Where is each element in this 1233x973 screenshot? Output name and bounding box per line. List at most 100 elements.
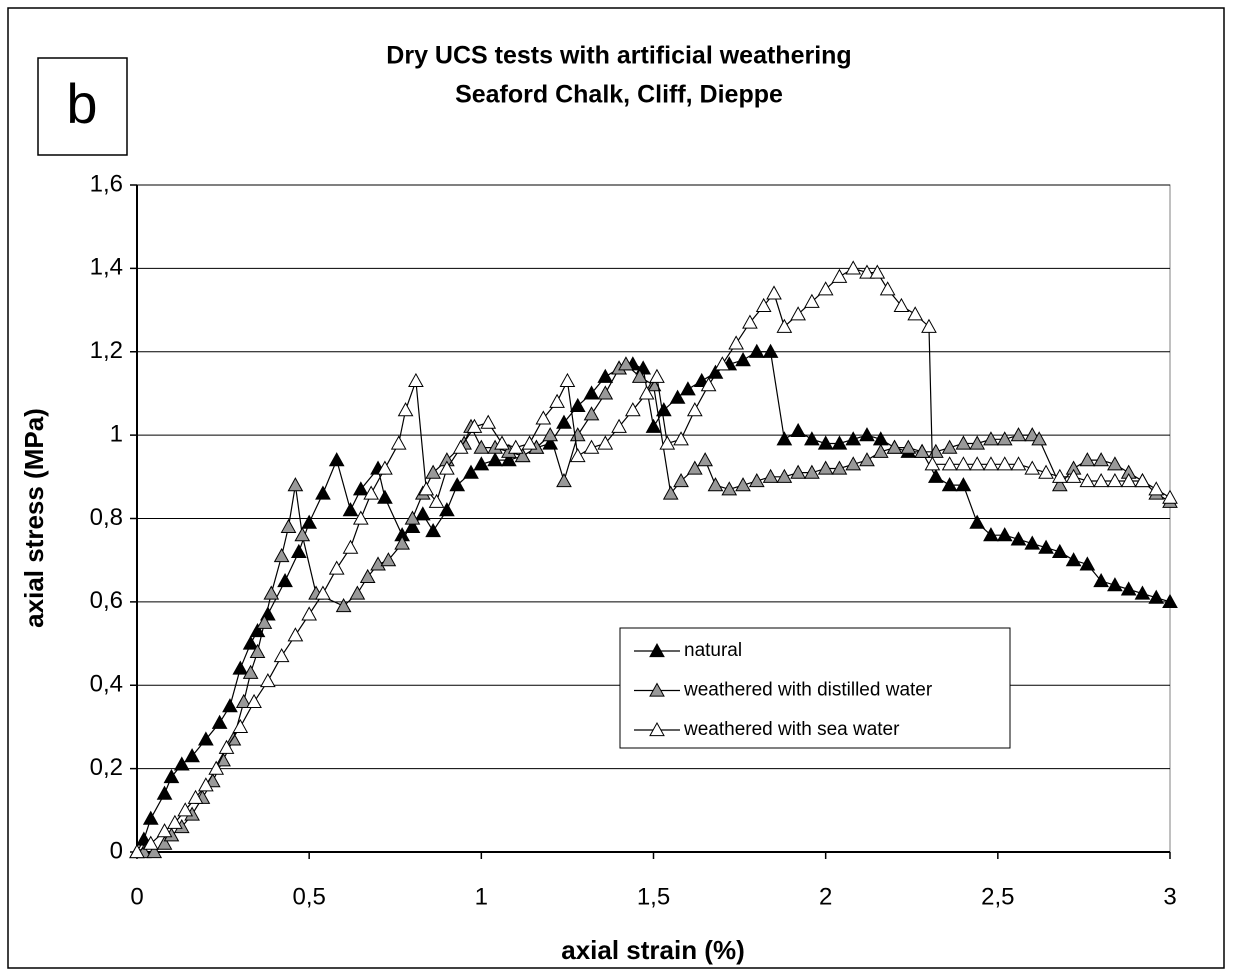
data-point — [1134, 585, 1151, 600]
data-point — [480, 414, 497, 429]
data-point — [167, 814, 183, 829]
data-point — [879, 281, 896, 296]
data-point — [349, 585, 366, 600]
data-point — [1010, 531, 1027, 546]
data-point — [1024, 460, 1041, 475]
data-point — [359, 568, 376, 583]
data-point — [466, 418, 483, 433]
data-point — [301, 514, 318, 529]
data-point — [521, 435, 538, 450]
data-point — [611, 418, 627, 433]
data-point — [1038, 464, 1054, 479]
data-point — [301, 606, 318, 621]
data-point — [1065, 552, 1082, 567]
data-point — [996, 456, 1013, 471]
data-point — [1079, 472, 1096, 488]
data-point — [425, 464, 441, 479]
data-point — [845, 431, 862, 446]
data-point — [315, 485, 331, 500]
data-point — [869, 264, 886, 279]
data-point — [363, 485, 379, 500]
data-point — [184, 748, 200, 763]
x-tick-label: 0,5 — [292, 883, 325, 910]
data-point — [142, 810, 159, 825]
data-point — [514, 447, 531, 463]
data-point — [955, 435, 972, 450]
data-point — [1162, 593, 1178, 608]
data-point — [439, 460, 455, 475]
data-point — [583, 406, 600, 421]
data-point — [1107, 472, 1123, 488]
data-point — [1010, 427, 1027, 442]
data-point — [569, 397, 586, 413]
data-point — [256, 614, 273, 629]
data-point — [487, 452, 503, 467]
y-tick-label: 0,2 — [90, 754, 123, 781]
data-point — [1024, 535, 1041, 550]
data-point — [549, 393, 565, 408]
data-point — [328, 560, 345, 575]
data-point — [449, 477, 466, 492]
data-point — [859, 427, 875, 442]
data-point — [1038, 539, 1054, 554]
data-point — [163, 768, 180, 784]
data-point — [342, 539, 359, 554]
data-point — [352, 481, 369, 496]
data-point — [728, 335, 744, 350]
data-point — [556, 414, 572, 429]
data-point — [1031, 431, 1048, 446]
data-point — [146, 843, 163, 859]
data-point — [380, 552, 397, 567]
data-point — [173, 756, 190, 771]
data-point — [983, 431, 999, 446]
data-point — [969, 456, 986, 471]
y-tick-label: 1,6 — [90, 170, 123, 197]
data-point — [655, 402, 672, 417]
data-point — [1162, 489, 1178, 504]
data-point — [597, 385, 614, 400]
data-point — [735, 477, 751, 492]
data-point — [263, 585, 280, 600]
data-point — [955, 456, 972, 471]
data-point — [845, 260, 862, 275]
data-point — [290, 543, 307, 558]
data-point — [928, 468, 944, 483]
data-point — [315, 585, 331, 600]
data-point — [983, 456, 999, 471]
data-point — [294, 527, 311, 542]
data-point — [996, 527, 1013, 542]
data-point — [907, 306, 924, 321]
data-point — [924, 456, 941, 471]
data-point — [535, 410, 552, 425]
y-tick-label: 0,8 — [90, 504, 123, 531]
data-point — [831, 435, 848, 450]
data-point — [273, 648, 290, 663]
chart-title: Seaford Chalk, Cliff, Dieppe — [455, 81, 783, 109]
data-point — [218, 739, 235, 754]
data-point — [473, 439, 490, 454]
data-point — [249, 643, 266, 658]
data-point — [559, 372, 576, 388]
data-point — [494, 435, 510, 450]
legend-label: weathered with sea water — [683, 719, 900, 740]
data-point — [700, 377, 717, 392]
legend-marker — [649, 682, 665, 697]
data-point — [645, 418, 662, 433]
data-point — [659, 435, 676, 450]
series-line — [136, 267, 1171, 853]
y-tick-label: 1,4 — [90, 254, 123, 281]
data-point — [187, 789, 204, 804]
data-point — [208, 760, 225, 775]
data-point — [1010, 456, 1027, 471]
data-point — [425, 522, 441, 538]
data-point — [156, 823, 173, 838]
data-point — [996, 431, 1013, 446]
data-point — [1120, 581, 1137, 596]
data-point — [501, 452, 517, 467]
x-tick-label: 2 — [819, 883, 832, 910]
data-point — [1134, 472, 1151, 488]
data-point — [246, 693, 262, 709]
data-point — [377, 489, 393, 504]
data-point — [680, 381, 696, 396]
data-point — [817, 435, 834, 450]
